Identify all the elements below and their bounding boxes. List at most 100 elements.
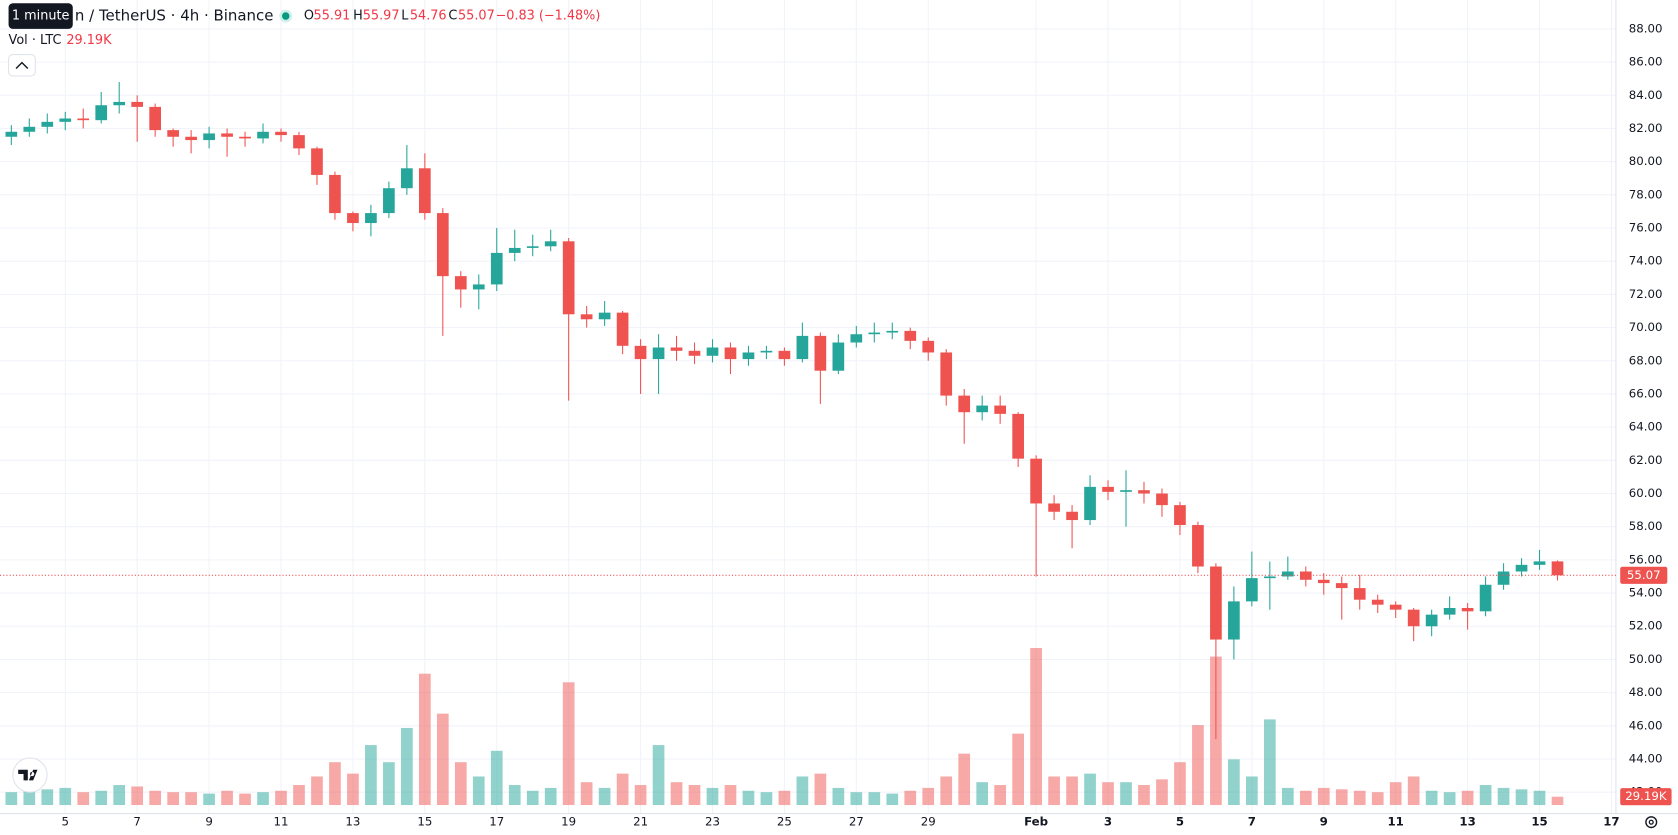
candle-body [418, 168, 431, 214]
volume-bar [203, 793, 215, 806]
y-tick-label: 76.00 [1629, 221, 1663, 235]
legend-key: O [304, 9, 314, 24]
candle-body [1138, 490, 1150, 494]
y-tick-label: 60.00 [1629, 486, 1663, 500]
legend-change: −0.83 (−1.48%) [495, 9, 600, 24]
volume-title: Vol · LTC [9, 33, 62, 48]
y-tick-label: 58.00 [1629, 519, 1663, 533]
candle-body [616, 312, 629, 346]
volume-bar [401, 727, 413, 806]
candle-body [401, 168, 413, 189]
candle-body [329, 174, 341, 214]
legend-value: 55.07 [458, 9, 495, 24]
x-tick-label: 17 [489, 815, 504, 829]
candle-body [1299, 571, 1312, 580]
volume-bar [1407, 776, 1420, 806]
y-tick-label: 52.00 [1629, 619, 1663, 633]
volume-bar [562, 682, 575, 806]
y-tick-label: 72.00 [1629, 287, 1663, 301]
volume-last-box [1620, 788, 1672, 806]
volume-last-label: 29.19K [1625, 789, 1667, 803]
volume-bar [1120, 782, 1132, 806]
candle-body [275, 131, 287, 136]
volume-bar [1299, 790, 1312, 806]
candle-body [185, 136, 197, 141]
candle-body [1102, 486, 1114, 492]
volume-bar [1335, 789, 1348, 806]
volume-value: 29.19K [66, 33, 112, 48]
collapse-icon [15, 61, 29, 70]
x-tick-label: 9 [205, 815, 212, 829]
symbol-title: n / TetherUS · 4h · Binance [75, 7, 274, 25]
candle-body [167, 130, 179, 137]
candle-body [796, 335, 809, 360]
volume-bar [1030, 648, 1042, 806]
volume-bar [239, 793, 251, 806]
y-tick-label: 84.00 [1629, 88, 1663, 102]
volume-bar [724, 785, 737, 806]
y-tick-label: 62.00 [1629, 453, 1663, 467]
volume-bar [922, 787, 935, 806]
settings-icon[interactable] [1645, 816, 1658, 829]
candle-body [1012, 413, 1024, 459]
volume-bar [832, 787, 845, 806]
candle-body [958, 395, 971, 413]
candle-body [976, 405, 989, 413]
volume-bar [472, 776, 485, 806]
volume-bar [59, 787, 72, 806]
volume-bar [778, 790, 791, 806]
volume-bar [1012, 733, 1024, 806]
volume-bar [221, 790, 233, 806]
volume-bar [293, 785, 305, 806]
volume-bar [1425, 790, 1438, 806]
x-tick-label: 11 [274, 815, 289, 829]
candle-body [1246, 578, 1258, 602]
y-tick-label: 54.00 [1629, 586, 1663, 600]
y-tick-label: 48.00 [1629, 685, 1663, 699]
last-price-label: 55.07 [1627, 568, 1661, 582]
volume-bar [886, 793, 899, 806]
volume-bar [598, 787, 611, 806]
x-tick-label: 27 [849, 815, 864, 829]
x-tick-label: 5 [1176, 815, 1184, 829]
volume-bar [616, 773, 629, 806]
candle-body [1156, 493, 1168, 506]
y-tick-label: 74.00 [1629, 254, 1663, 268]
volume-bar [994, 785, 1007, 806]
y-tick-label: 50.00 [1629, 652, 1663, 666]
candle-body [1479, 584, 1492, 612]
volume-bar [1228, 759, 1240, 806]
legend-key: H [353, 9, 363, 24]
candle-body [257, 131, 269, 139]
volume-bar [1461, 790, 1474, 806]
volume-bar [706, 787, 719, 806]
candle-body [850, 334, 863, 343]
candle-body [1174, 505, 1186, 526]
candle-body [778, 350, 791, 360]
volume-bar [670, 782, 683, 806]
tooltip-text: 1 minute [12, 9, 70, 24]
y-tick-label: 56.00 [1629, 552, 1663, 566]
volume-bar [5, 792, 18, 806]
candle-body [670, 347, 683, 351]
candle-body [1335, 583, 1348, 589]
axes: 42.0044.0046.0048.0050.0052.0054.0056.00… [0, 21, 1672, 829]
x-tick-label: 5 [62, 815, 69, 829]
y-tick-label: 68.00 [1629, 353, 1663, 367]
volume-bar [976, 782, 989, 806]
collapse-button[interactable] [8, 54, 36, 77]
volume-bar [347, 773, 359, 806]
candle-body [1192, 525, 1204, 567]
candle-body [490, 252, 503, 285]
candle-body [562, 241, 575, 315]
volume-bar [1246, 776, 1258, 806]
candles [5, 82, 1564, 740]
volume-bar [436, 713, 449, 806]
y-tick-label: 82.00 [1629, 121, 1663, 135]
y-tick-label: 66.00 [1629, 386, 1663, 400]
candle-body [239, 136, 251, 139]
x-tick-label: 3 [1104, 815, 1112, 829]
volume-bar [23, 790, 36, 806]
volume-bar [329, 762, 341, 806]
y-tick-label: 44.00 [1629, 751, 1663, 765]
